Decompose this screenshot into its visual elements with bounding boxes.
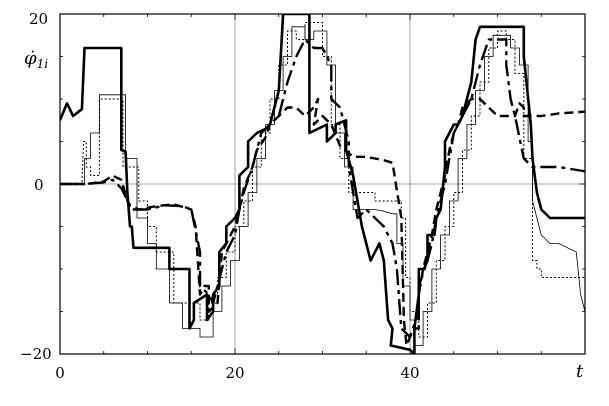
x-tick-label-0: 0: [55, 364, 65, 382]
y-tick-label-20: 20: [29, 10, 48, 28]
x-tick-label-20: 20: [225, 364, 244, 382]
x-tick-label-40: 40: [400, 364, 419, 382]
series-line-2: [60, 97, 585, 347]
series-line-5: [60, 26, 585, 346]
series-line-3: [60, 38, 585, 339]
plot-area: [60, 14, 585, 354]
x-axis-label: t: [576, 361, 584, 382]
y-tick-label-neg20: −20: [20, 345, 52, 363]
y-axis-label: φ̇1i: [24, 48, 48, 71]
tick-marks: [59, 13, 586, 355]
y-tick-label-0: 0: [34, 176, 44, 194]
